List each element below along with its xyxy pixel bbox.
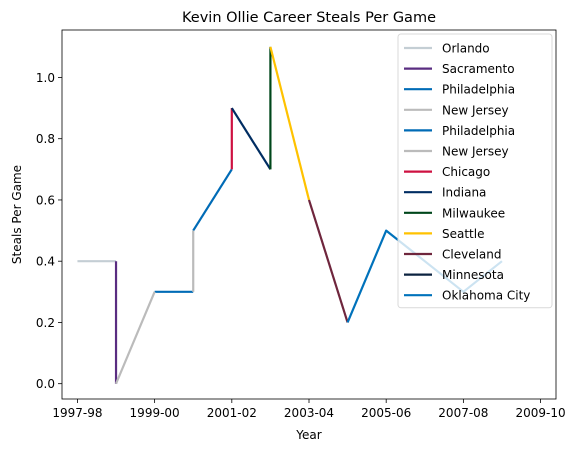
legend-label: Chicago: [442, 165, 490, 179]
legend-label: Orlando: [442, 42, 490, 56]
x-tick-label: 2009-10: [515, 406, 565, 420]
y-tick-label: 0.6: [36, 193, 55, 207]
x-tick-label: 2007-08: [438, 406, 488, 420]
x-axis-label: Year: [295, 428, 321, 442]
x-tick-label: 2005-06: [361, 406, 411, 420]
legend-label: Indiana: [442, 186, 486, 200]
chart-title: Kevin Ollie Career Steals Per Game: [182, 10, 436, 26]
y-axis-label: Steals Per Game: [10, 165, 24, 264]
legend-label: Seattle: [442, 227, 484, 241]
legend-label: Cleveland: [442, 248, 502, 262]
x-tick-label: 1999-00: [130, 406, 180, 420]
y-axis: 0.0 0.2 0.4 0.6 0.8 1.0: [36, 71, 62, 391]
series-line-10: [307, 199, 349, 323]
legend: Orlando Sacramento Philadelphia New Jersey P…: [397, 33, 553, 309]
series-line-7: [230, 107, 272, 170]
x-tick-label: 1997-98: [52, 406, 102, 420]
series-line-4: [192, 168, 233, 232]
series-line-9: [269, 46, 311, 201]
y-tick-label: 0.0: [36, 377, 55, 391]
legend-label: Philadelphia: [442, 124, 515, 138]
y-tick-label: 0.2: [36, 316, 55, 330]
x-tick-label: 2003-04: [284, 406, 334, 420]
y-tick-label: 0.4: [36, 255, 55, 269]
legend-label: Sacramento: [442, 62, 515, 76]
legend-label: Philadelphia: [442, 83, 515, 97]
y-tick-label: 0.8: [36, 132, 55, 146]
legend-box: [397, 33, 553, 309]
legend-label: Oklahoma City: [442, 289, 530, 303]
x-tick-label: 2001-02: [207, 406, 257, 420]
y-tick-label: 1.0: [36, 71, 55, 85]
x-axis: 1997-98 1999-00 2001-02 2003-04 2005-06 2007-…: [52, 399, 566, 420]
legend-label: New Jersey: [442, 145, 509, 159]
series-line-3: [115, 291, 156, 385]
legend-label: Milwaukee: [442, 206, 505, 220]
legend-label: Minnesota: [442, 268, 504, 282]
legend-label: New Jersey: [442, 103, 509, 117]
